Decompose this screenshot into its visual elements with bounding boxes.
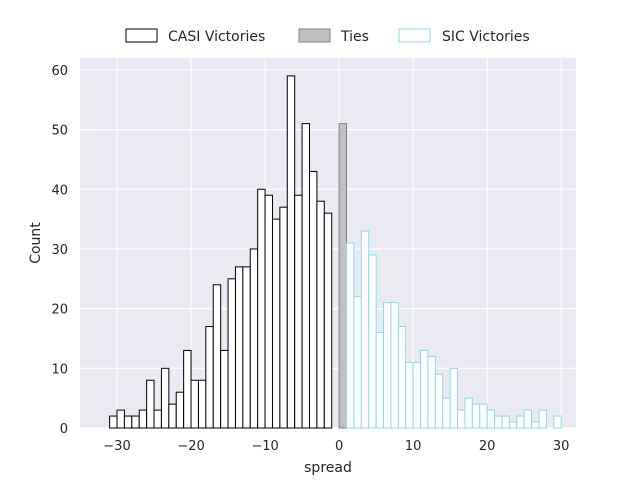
- sic-bar: [508, 421, 518, 429]
- sic-bar: [368, 254, 377, 429]
- casi-bar: [242, 266, 251, 429]
- casi-bar: [197, 379, 207, 429]
- legend-label-ties: Ties: [340, 29, 369, 45]
- sic-bar: [523, 409, 533, 429]
- y-tick-label: 20: [51, 303, 68, 318]
- x-tick-label: −30: [103, 439, 130, 454]
- x-tick-label: −10: [251, 439, 278, 454]
- sic-bar: [457, 409, 466, 429]
- casi-bar: [183, 349, 192, 429]
- sic-bar: [390, 302, 399, 429]
- ties-bar: [338, 123, 348, 429]
- sic-bar: [420, 349, 429, 429]
- casi-bar: [109, 415, 118, 429]
- histogram-bars: [109, 75, 562, 429]
- sic-bar: [501, 415, 510, 429]
- legend-label-sic: SIC Victories: [442, 29, 530, 45]
- sic-bar: [405, 361, 414, 429]
- casi-bar: [308, 170, 318, 429]
- sic-bar: [494, 415, 503, 429]
- legend-swatch-casi: [125, 28, 158, 43]
- sic-bar: [346, 242, 355, 429]
- y-tick-label: 30: [51, 243, 68, 258]
- axis-ticks: −30 −20 −10 0 10 20 30 0 10 20 30 40 50 60: [51, 64, 569, 454]
- sic-bar: [383, 302, 392, 429]
- sic-bar: [442, 397, 451, 429]
- casi-bar: [316, 200, 325, 429]
- sic-bar: [516, 415, 525, 429]
- sic-bar: [553, 415, 562, 429]
- y-tick-label: 10: [51, 362, 68, 377]
- x-tick-label: 10: [405, 439, 422, 454]
- sic-bar: [538, 409, 547, 429]
- casi-bar: [175, 391, 185, 429]
- legend: CASI Victories Ties SIC Victories: [125, 28, 530, 45]
- sic-bar: [471, 403, 481, 429]
- casi-bar: [220, 349, 229, 429]
- casi-bar: [123, 415, 133, 429]
- casi-bar: [249, 248, 259, 429]
- casi-bar: [153, 409, 162, 429]
- legend-swatch-sic: [398, 28, 431, 43]
- casi-bar: [264, 194, 273, 429]
- casi-bar: [323, 212, 333, 429]
- casi-bar: [271, 218, 281, 429]
- casi-bar: [257, 188, 266, 429]
- sic-bar: [353, 296, 362, 429]
- x-axis-label: spread: [304, 460, 352, 476]
- casi-bar: [205, 326, 214, 429]
- sic-bar: [449, 367, 459, 429]
- casi-bar: [168, 403, 177, 429]
- casi-bar: [116, 409, 125, 429]
- sic-bar: [397, 326, 407, 429]
- casi-bar: [190, 379, 199, 429]
- sic-bar: [531, 421, 540, 429]
- y-tick-label: 40: [51, 183, 68, 198]
- y-axis-label: Count: [28, 222, 44, 264]
- x-tick-label: 20: [479, 439, 496, 454]
- casi-bar: [234, 266, 244, 429]
- x-tick-label: −20: [177, 439, 204, 454]
- sic-bar: [486, 409, 496, 429]
- sic-bar: [412, 361, 422, 429]
- casi-bar: [138, 409, 148, 429]
- legend-swatch-ties: [298, 28, 331, 43]
- x-tick-label: 0: [335, 439, 343, 454]
- casi-bar: [286, 75, 296, 429]
- casi-bar: [131, 415, 140, 429]
- sic-bar: [479, 403, 488, 429]
- y-tick-label: 0: [60, 422, 68, 437]
- sic-bar: [464, 397, 473, 429]
- casi-bar: [160, 367, 170, 429]
- sic-bar: [427, 355, 436, 429]
- casi-bar: [279, 206, 288, 429]
- casi-bar: [146, 379, 155, 429]
- sic-bar: [434, 373, 444, 429]
- casi-bar: [294, 194, 303, 429]
- sic-bar: [375, 332, 385, 429]
- casi-bar: [301, 123, 310, 429]
- legend-label-casi: CASI Victories: [168, 29, 265, 45]
- y-tick-label: 50: [51, 124, 68, 139]
- y-tick-label: 60: [51, 64, 68, 79]
- casi-bar: [212, 284, 222, 429]
- x-tick-label: 30: [553, 439, 570, 454]
- sic-bar: [360, 230, 370, 429]
- casi-bar: [227, 278, 236, 429]
